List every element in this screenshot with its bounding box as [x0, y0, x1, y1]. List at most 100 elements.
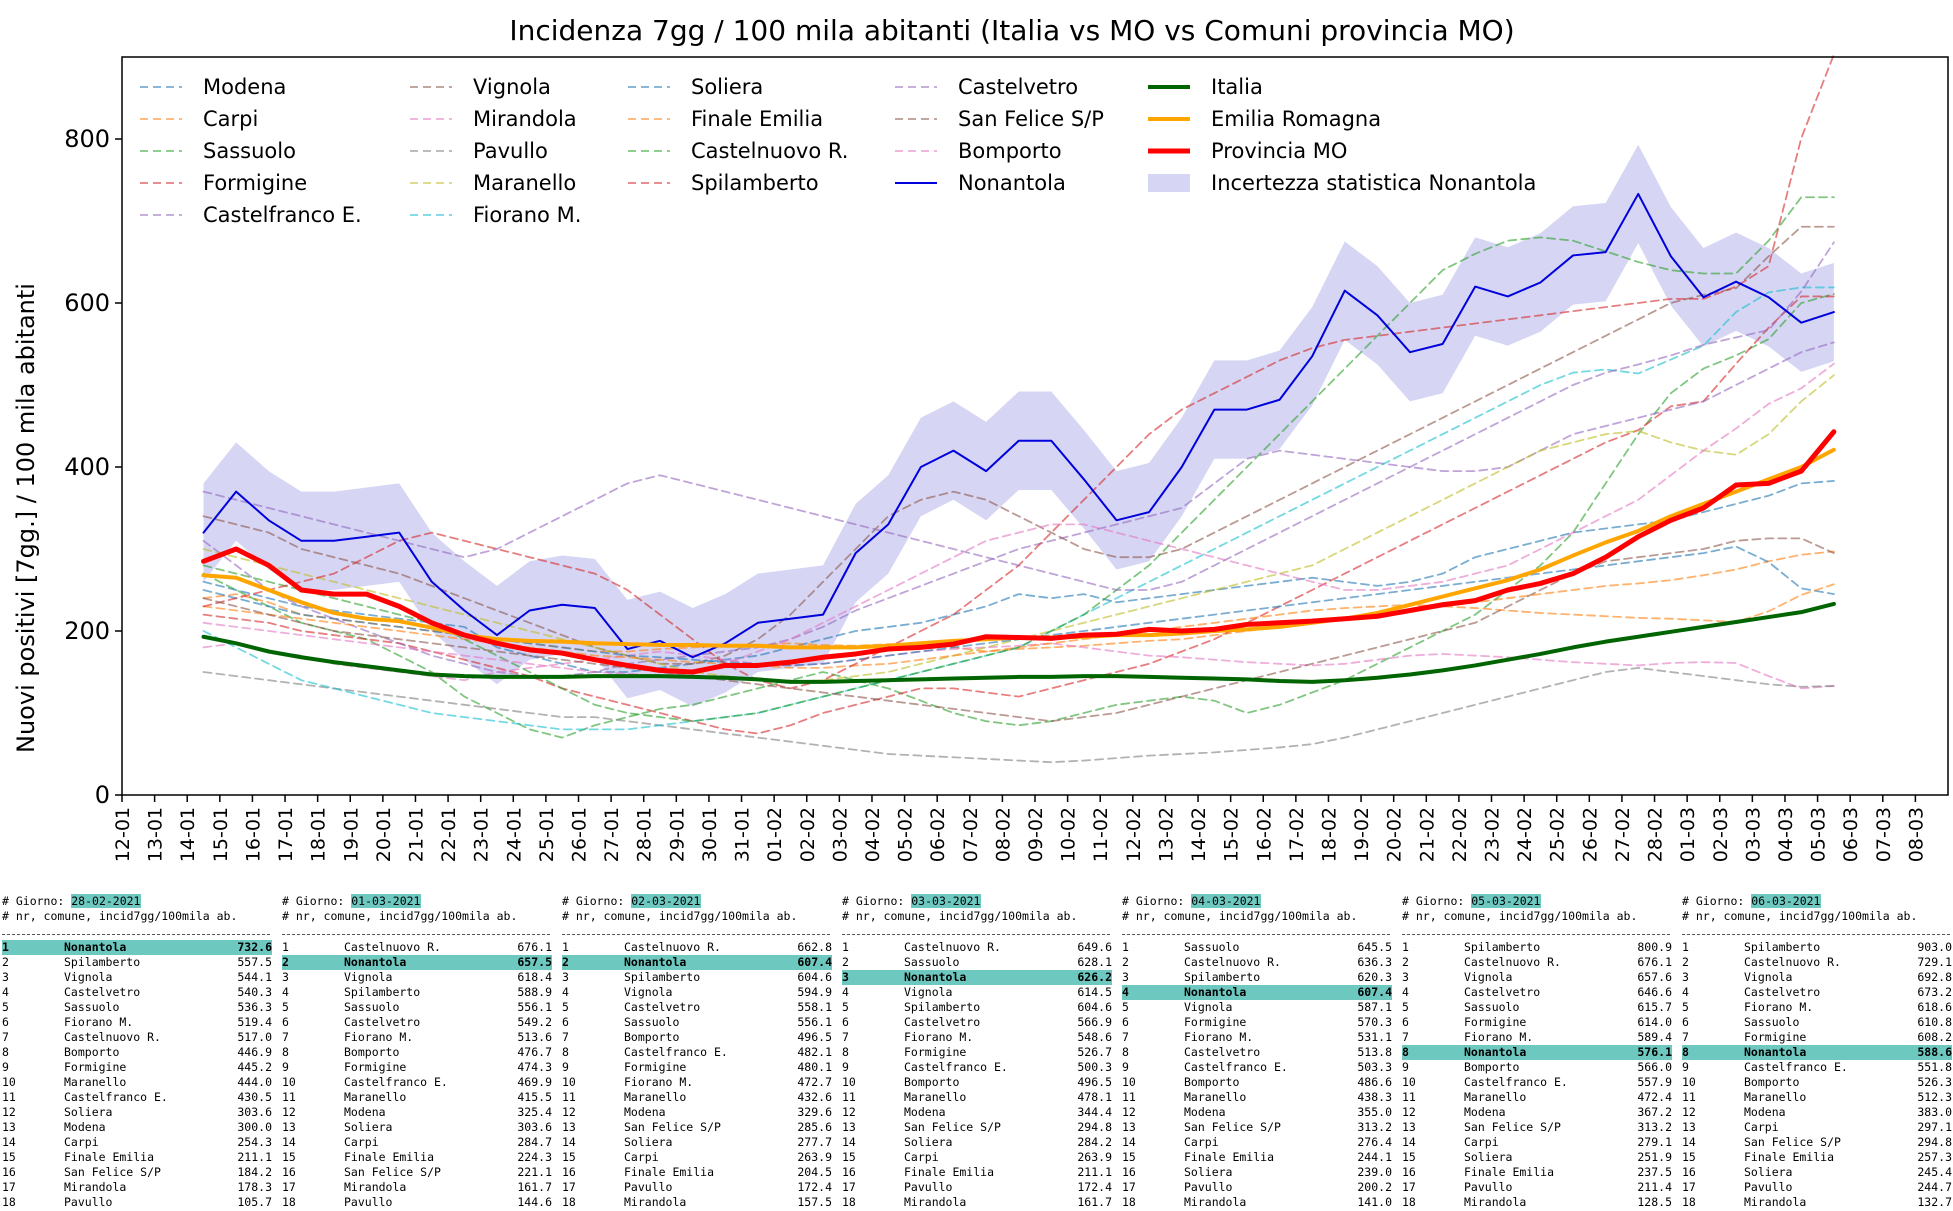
legend-label: Castelvetro — [958, 75, 1078, 99]
ranking-cell: Vignola — [344, 970, 393, 984]
ranking-row: 3 Spilamberto 620.3 — [1122, 970, 1392, 985]
ranking-cell: Modena — [1464, 1105, 1506, 1119]
ranking-cell: 105.7 — [237, 1195, 272, 1209]
ranking-row: 17 Pavullo 200.2 — [1122, 1180, 1392, 1195]
series-line-modena — [202, 480, 1835, 673]
series-line-sassuolo — [202, 293, 1835, 739]
ranking-row: 10 Bomporto 496.5 — [842, 1075, 1112, 1090]
ranking-row: 14 Carpi 279.1 — [1402, 1135, 1672, 1150]
ranking-cell: Mirandola — [904, 1195, 967, 1209]
ranking-cell: 6 — [2, 1015, 9, 1029]
ranking-cell: 15 — [1682, 1150, 1696, 1164]
x-tick-label: 31-01 — [732, 807, 754, 862]
legend-label: Emilia Romagna — [1211, 107, 1381, 131]
ranking-row: 8 Castelvetro 513.8 — [1122, 1045, 1392, 1060]
ranking-cell: 446.9 — [237, 1045, 272, 1059]
ranking-cell: 9 — [562, 1060, 569, 1074]
ranking-cell: 496.5 — [1077, 1075, 1112, 1089]
ranking-row: 17 Pavullo 211.4 — [1402, 1180, 1672, 1195]
ranking-cell: 5 — [562, 1000, 569, 1014]
x-tick-label: 03-02 — [829, 807, 851, 862]
ranking-cell: 415.5 — [517, 1090, 552, 1104]
plot-area — [201, 53, 1837, 764]
ranking-cell: 15 — [2, 1150, 16, 1164]
ranking-cell: Carpi — [64, 1135, 99, 1149]
ranking-cell: 4 — [1402, 985, 1409, 999]
ranking-cell: Castelfranco E. — [344, 1075, 448, 1089]
ranking-row: 6 Formigine 570.3 — [1122, 1015, 1392, 1030]
ranking-cell: Modena — [904, 1105, 946, 1119]
ranking-cell: 16 — [1402, 1165, 1416, 1179]
ranking-row: 5 Castelvetro 558.1 — [562, 1000, 832, 1015]
series-line-castelfranco-e- — [202, 341, 1835, 677]
ranking-row: 10 Castelfranco E. 557.9 — [1402, 1075, 1672, 1090]
ranking-cell: 556.1 — [517, 1000, 552, 1014]
ranking-cell: Modena — [344, 1105, 386, 1119]
ranking-row: 4 Spilamberto 588.9 — [282, 985, 552, 1000]
series-line-fiorano-m- — [202, 286, 1835, 731]
ranking-cell: 244.1 — [1357, 1150, 1392, 1164]
ranking-row: 9 Castelfranco E. 551.8 — [1682, 1060, 1952, 1075]
ranking-row: 2 Castelnuovo R. 636.3 — [1122, 955, 1392, 970]
ranking-cell: 445.2 — [237, 1060, 272, 1074]
ranking-cell: 6 — [1122, 1015, 1129, 1029]
ranking-cell: Castelnuovo R. — [904, 940, 1001, 954]
x-tick-label: 16-02 — [1253, 807, 1275, 862]
x-tick-label: 20-02 — [1384, 807, 1406, 862]
ranking-cell: 646.6 — [1637, 985, 1672, 999]
x-tick-label: 28-01 — [634, 807, 656, 862]
ranking-cell: Bomporto — [1464, 1060, 1520, 1074]
ranking-row: 5 Sassuolo 615.7 — [1402, 1000, 1672, 1015]
ranking-cell: 503.3 — [1357, 1060, 1392, 1074]
ranking-row: 7 Fiorano M. 513.6 — [282, 1030, 552, 1045]
legend-label: Castelfranco E. — [203, 203, 362, 227]
ranking-cell: 444.0 — [237, 1075, 272, 1089]
x-tick-label: 18-02 — [1318, 807, 1340, 862]
x-tick-label: 26-02 — [1579, 807, 1601, 862]
ranking-cell: 18 — [562, 1195, 576, 1209]
ranking-row: 7 Castelnuovo R. 517.0 — [2, 1030, 272, 1045]
ranking-date: 02-03-2021 — [631, 894, 701, 908]
ranking-cell: 7 — [1122, 1030, 1129, 1044]
ranking-cell: Castelfranco E. — [624, 1045, 728, 1059]
ranking-cell: 17 — [2, 1180, 16, 1194]
ranking-cell: 211.1 — [1077, 1165, 1112, 1179]
ranking-row: 1 Castelnuovo R. 676.1 — [282, 940, 552, 955]
ranking-cell: 7 — [842, 1030, 849, 1044]
ranking-cell: Spilamberto — [344, 985, 421, 999]
ranking-cell: Finale Emilia — [624, 1165, 715, 1179]
ranking-row: 5 Spilamberto 604.6 — [842, 1000, 1112, 1015]
ranking-cell: Sassuolo — [64, 1000, 120, 1014]
ranking-cell: 729.1 — [1917, 955, 1952, 969]
ranking-row: 7 Fiorano M. 548.6 — [842, 1030, 1112, 1045]
ranking-cell: Nonantola — [1184, 985, 1247, 999]
ranking-cell: Sassuolo — [344, 1000, 400, 1014]
ranking-cell: Castelnuovo R. — [344, 940, 441, 954]
ranking-cell: Finale Emilia — [1184, 1150, 1275, 1164]
ranking-cell: 237.5 — [1637, 1165, 1672, 1179]
ranking-row: 17 Mirandola 178.3 — [2, 1180, 272, 1195]
ranking-cell: 800.9 — [1637, 940, 1672, 954]
ranking-cell: 244.7 — [1917, 1180, 1952, 1194]
ranking-cell: Finale Emilia — [904, 1165, 995, 1179]
x-tick-label: 29-01 — [666, 807, 688, 862]
ranking-cell: 14 — [1682, 1135, 1696, 1149]
ranking-row: 10 Bomporto 486.6 — [1122, 1075, 1392, 1090]
ranking-row: 11 Maranello 472.4 — [1402, 1090, 1672, 1105]
ranking-cell: 7 — [562, 1030, 569, 1044]
ranking-row: 3 Spilamberto 604.6 — [562, 970, 832, 985]
ranking-cell: 16 — [842, 1165, 856, 1179]
ranking-cell: 303.6 — [237, 1105, 272, 1119]
ranking-cell: 526.3 — [1917, 1075, 1952, 1089]
ranking-cell: 10 — [1402, 1075, 1416, 1089]
ranking-cell: 7 — [1402, 1030, 1409, 1044]
ranking-row: 12 Modena 355.0 — [1122, 1105, 1392, 1120]
ranking-cell: 604.6 — [797, 970, 832, 984]
ranking-cell: Bomporto — [1184, 1075, 1240, 1089]
ranking-cell: 482.1 — [797, 1045, 832, 1059]
ranking-table: # Giorno: 05-03-2021 # nr, comune, incid7… — [1402, 894, 1672, 1210]
ranking-cell: 607.4 — [797, 955, 832, 969]
ranking-separator — [1402, 928, 1670, 935]
ranking-cell: 576.1 — [1637, 1045, 1672, 1059]
ranking-row: 5 Sassuolo 556.1 — [282, 1000, 552, 1015]
